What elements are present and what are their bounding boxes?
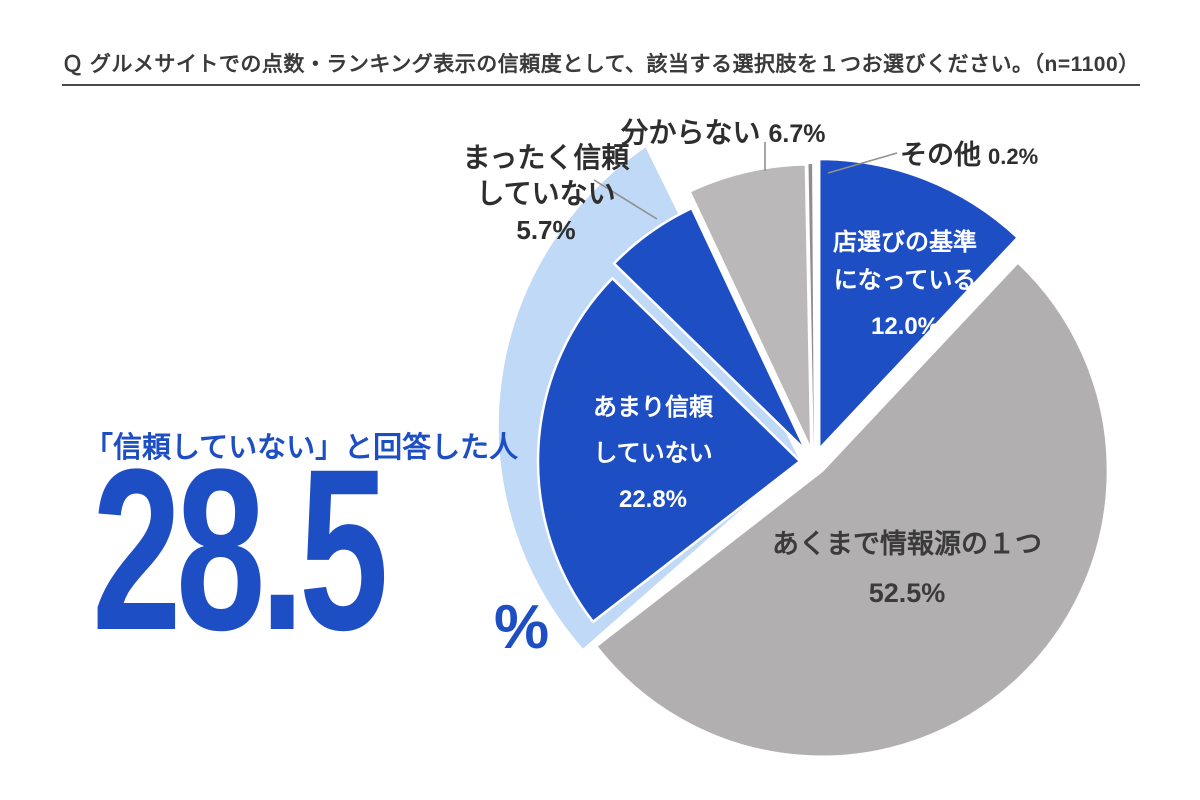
label-mattaku-pct: 5.7%: [516, 215, 576, 245]
pie-slice-0: [817, 157, 1019, 451]
label-mise-line1: 店選びの基準: [833, 229, 977, 256]
pie-slices-group: [496, 144, 1110, 758]
label-akumade: あくまで情報源の１つ 52.5%: [702, 522, 1112, 609]
label-wakaranai-pct: 6.7%: [768, 120, 826, 148]
pie-slice-4: [688, 163, 813, 452]
label-mise-erabi: 店選びの基準 になっている 12.0%: [795, 224, 1015, 346]
callout-heading: 「信頼していない」と回答した人: [84, 432, 519, 464]
pie-slice-2: [536, 277, 802, 624]
label-akumade-line1: あくまで情報源の１つ: [772, 529, 1042, 559]
label-amari: あまり信頼 していない 22.8%: [543, 385, 763, 523]
pie-slice-1: [594, 261, 1110, 758]
label-mise-line2: になっている: [833, 267, 977, 294]
label-akumade-pct: 52.5%: [868, 578, 946, 608]
label-amari-line1: あまり信頼: [593, 394, 713, 421]
survey-question-title: Ｑ グルメサイトでの点数・ランキング表示の信頼度として、該当する選択肢を１つお選…: [62, 48, 1140, 86]
label-wakaranai-text: 分からない: [620, 117, 761, 148]
label-mattaku-line2: していない: [476, 178, 616, 209]
label-amari-line2: していない: [593, 440, 713, 467]
callout-value: 28.5: [92, 421, 389, 678]
callout-unit: %: [494, 593, 550, 662]
leader-line-mattaku: [593, 179, 658, 220]
pie-slice-5: [808, 164, 814, 450]
label-amari-pct: 22.8%: [618, 486, 688, 513]
label-mise-pct: 12.0%: [870, 313, 940, 340]
label-mattaku-line1: まったく信頼: [462, 142, 630, 173]
pie-slice-3: [612, 206, 808, 452]
label-sonota-text: その他: [900, 140, 981, 170]
label-wakaranai: 分からない 6.7%: [583, 111, 863, 151]
label-sonota-pct: 0.2%: [988, 144, 1039, 169]
label-mattaku: まったく信頼 していない 5.7%: [421, 140, 671, 248]
leader-line-sonota: [827, 152, 898, 174]
label-sonota: その他 0.2%: [900, 133, 1120, 172]
